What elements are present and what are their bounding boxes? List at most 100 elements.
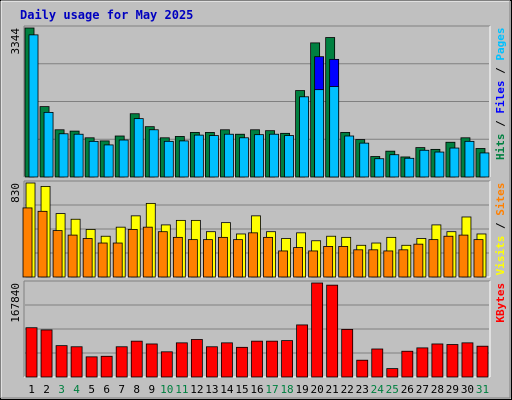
bar-kbytes-day-29 bbox=[446, 344, 459, 378]
bar-pages-day-26 bbox=[404, 157, 415, 178]
day-label-26: 26 bbox=[401, 383, 414, 396]
bar-pages-day-22 bbox=[344, 135, 355, 178]
bar-kbytes-day-14 bbox=[221, 342, 233, 378]
day-label-19: 19 bbox=[295, 383, 308, 396]
legend-kbytes: KBytes bbox=[494, 283, 507, 323]
bar-pages-day-5 bbox=[88, 140, 99, 178]
bar-sites-day-15 bbox=[233, 239, 243, 278]
bar-kbytes-day-8 bbox=[130, 340, 143, 378]
bar-pages-day-28 bbox=[434, 151, 445, 178]
bar-kbytes-day-11 bbox=[175, 342, 188, 378]
day-label-11: 11 bbox=[175, 383, 188, 396]
bar-pages-day-29 bbox=[449, 147, 460, 178]
bar-kbytes-day-18 bbox=[281, 340, 293, 378]
bar-sites-day-13 bbox=[203, 239, 213, 278]
day-label-3: 3 bbox=[58, 383, 65, 396]
day-label-2: 2 bbox=[43, 383, 50, 396]
day-label-14: 14 bbox=[220, 383, 234, 396]
bar-sites-day-10 bbox=[157, 231, 168, 278]
bar-kbytes-day-1 bbox=[25, 327, 38, 378]
bar-pages-day-14 bbox=[224, 133, 234, 178]
bar-kbytes-day-31 bbox=[476, 345, 489, 378]
bar-sites-day-31 bbox=[473, 239, 484, 278]
bar-pages-day-20 bbox=[314, 89, 325, 178]
bar-sites-day-21 bbox=[323, 246, 334, 278]
bar-sites-day-30 bbox=[458, 234, 469, 278]
bar-kbytes-day-25 bbox=[386, 368, 399, 378]
legend-sites: Sites bbox=[494, 183, 507, 216]
legend-hits: Hits bbox=[494, 134, 507, 161]
bar-sites-day-17 bbox=[263, 236, 273, 278]
bar-pages-day-3 bbox=[58, 133, 69, 178]
bar-pages-day-23 bbox=[359, 142, 370, 178]
day-label-16: 16 bbox=[250, 383, 263, 396]
bar-pages-day-12 bbox=[193, 134, 204, 178]
bar-sites-day-7 bbox=[112, 242, 123, 278]
panel-top-right-legend: Hits / Files / Pages bbox=[494, 28, 507, 161]
bar-kbytes-day-27 bbox=[416, 347, 429, 378]
panel-top-ytick-label: 3344 bbox=[9, 28, 22, 55]
day-label-9: 9 bbox=[148, 383, 155, 396]
day-label-27: 27 bbox=[416, 383, 429, 396]
day-label-13: 13 bbox=[205, 383, 218, 396]
bar-pages-day-13 bbox=[209, 135, 219, 178]
day-label-18: 18 bbox=[280, 383, 293, 396]
bar-kbytes-day-30 bbox=[461, 342, 474, 378]
day-label-24: 24 bbox=[371, 383, 385, 396]
day-label-31: 31 bbox=[476, 383, 489, 396]
bar-kbytes-day-13 bbox=[206, 346, 218, 378]
bar-sites-day-19 bbox=[293, 247, 303, 278]
bar-sites-day-28 bbox=[428, 239, 439, 278]
legend-visits: Visits bbox=[494, 236, 507, 276]
bar-sites-day-6 bbox=[97, 242, 108, 278]
bar-sites-day-9 bbox=[142, 226, 153, 278]
chart-marks: 3344 Hits / Files / Pages 830 Visits / Site… bbox=[9, 28, 507, 378]
bar-sites-day-16 bbox=[248, 232, 258, 278]
day-label-17: 17 bbox=[265, 383, 278, 396]
bar-kbytes-day-16 bbox=[251, 340, 263, 378]
bar-pages-day-6 bbox=[103, 144, 114, 178]
bar-sites-day-5 bbox=[82, 238, 93, 278]
day-label-28: 28 bbox=[431, 383, 444, 396]
panel-middle-right-legend: Visits / Sites bbox=[494, 183, 507, 276]
bar-sites-day-27 bbox=[413, 243, 424, 278]
bar-kbytes-day-17 bbox=[266, 340, 278, 378]
day-label-10: 10 bbox=[160, 383, 173, 396]
bar-sites-day-8 bbox=[127, 229, 138, 278]
bar-kbytes-day-21 bbox=[326, 284, 339, 378]
bar-kbytes-day-4 bbox=[70, 346, 83, 378]
bar-pages-day-16 bbox=[254, 134, 264, 178]
day-label-8: 8 bbox=[133, 383, 140, 396]
bar-pages-day-4 bbox=[73, 133, 84, 178]
day-label-7: 7 bbox=[118, 383, 125, 396]
bar-sites-day-14 bbox=[218, 236, 228, 278]
bar-kbytes-day-2 bbox=[40, 329, 53, 378]
day-label-21: 21 bbox=[326, 383, 339, 396]
day-label-22: 22 bbox=[341, 383, 354, 396]
legend-pages: Pages bbox=[494, 28, 507, 61]
bar-sites-day-4 bbox=[67, 234, 78, 278]
legend-separator: / bbox=[494, 114, 507, 134]
day-label-25: 25 bbox=[386, 383, 399, 396]
bar-kbytes-day-3 bbox=[55, 345, 68, 378]
bar-pages-day-9 bbox=[148, 129, 159, 178]
bar-kbytes-day-12 bbox=[190, 339, 203, 378]
bar-kbytes-day-5 bbox=[85, 356, 98, 378]
bar-kbytes-day-23 bbox=[356, 359, 369, 378]
bar-kbytes-day-15 bbox=[236, 346, 248, 378]
bar-pages-day-25 bbox=[389, 154, 400, 178]
bar-sites-day-29 bbox=[443, 235, 454, 278]
day-label-30: 30 bbox=[461, 383, 474, 396]
bar-sites-day-3 bbox=[52, 230, 63, 278]
bar-sites-day-23 bbox=[353, 249, 364, 278]
day-label-29: 29 bbox=[446, 383, 459, 396]
bar-kbytes-day-19 bbox=[296, 324, 308, 378]
bar-kbytes-day-28 bbox=[431, 343, 444, 378]
bar-pages-day-30 bbox=[464, 140, 475, 178]
bar-kbytes-day-22 bbox=[341, 328, 354, 378]
bar-pages-day-11 bbox=[178, 140, 189, 178]
bar-kbytes-day-20 bbox=[311, 282, 324, 378]
chart-panels bbox=[23, 25, 491, 378]
bar-sites-day-22 bbox=[338, 246, 349, 278]
bar-sites-day-26 bbox=[398, 249, 409, 278]
